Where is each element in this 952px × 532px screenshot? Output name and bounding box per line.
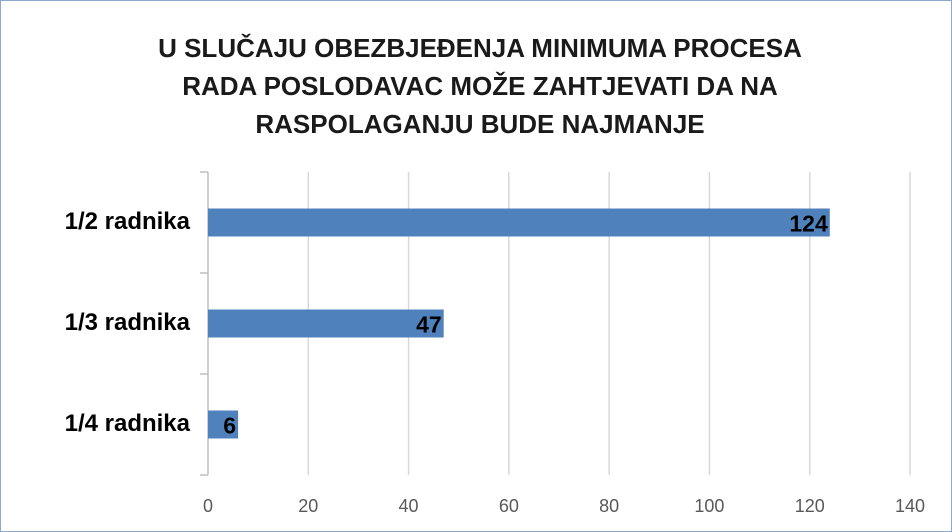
chart-title: RASPOLAGANJU BUDE NAJMANJE [255, 109, 704, 139]
x-tick-label: 40 [399, 496, 419, 516]
x-tick-label: 120 [795, 496, 825, 516]
x-tick-label: 20 [298, 496, 318, 516]
x-tick-label: 140 [895, 496, 925, 516]
x-tick-label: 60 [499, 496, 519, 516]
chart-title: U SLUČAJU OBEZBJEĐENJA MINIMUMA PROCESA [158, 33, 802, 63]
value-label: 47 [416, 312, 442, 338]
chart-title: RADA POSLODAVAC MOŽE ZAHTJEVATI DA NA [182, 71, 778, 101]
value-label: 6 [223, 413, 236, 439]
x-tick-label: 80 [599, 496, 619, 516]
x-tick-label: 100 [694, 496, 724, 516]
y-tick-label: 1/3 radnika [65, 309, 191, 336]
value-label: 124 [789, 211, 828, 237]
y-tick-label: 1/4 radnika [65, 410, 191, 437]
bar [208, 208, 830, 237]
bar [208, 309, 444, 338]
x-tick-label: 0 [203, 496, 213, 516]
y-tick-label: 1/2 radnika [65, 208, 191, 235]
bar [208, 410, 239, 439]
